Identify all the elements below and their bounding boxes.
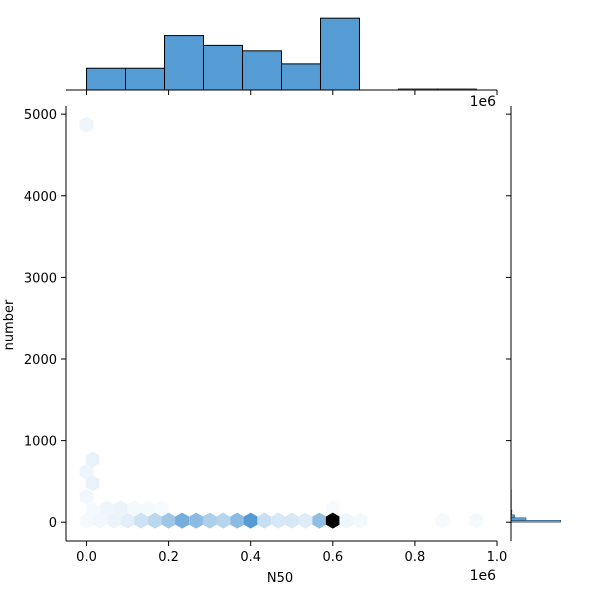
hexbin-27: [284, 512, 299, 529]
y-tick-label-2: 2000: [24, 353, 57, 368]
x-tick-label-1: 0.2: [158, 550, 179, 565]
top-hist-bar-3: [203, 44, 244, 91]
top-hist-bar-1: [125, 67, 166, 91]
hexbin-17: [148, 512, 162, 529]
right-hist-bar-1: [510, 517, 527, 521]
y-tick-label-1: 1000: [24, 435, 57, 450]
hexbin-layer: [79, 116, 484, 529]
top-hist-bar-5: [281, 63, 321, 91]
hexbin-3: [85, 475, 100, 492]
y-axis-label: number: [2, 299, 17, 350]
hexbin-0: [79, 116, 94, 133]
x-axis-ticks: 0.0 0.2 0.4 0.6 0.8 1.0: [76, 541, 507, 565]
x-axis-label: N50: [267, 571, 293, 586]
hexbin-13: [93, 512, 107, 529]
x-tick-label-3: 0.6: [322, 550, 343, 565]
hexbin-6: [100, 500, 114, 517]
hexbin-7: [113, 500, 128, 517]
y-tick-label-5: 5000: [24, 108, 57, 123]
top-hist-bar-4: [242, 50, 282, 91]
right-marginal-histogram: [510, 456, 562, 523]
hexbin-24: [243, 512, 258, 529]
hexbin-11: [325, 500, 340, 517]
x-offset-label: 1e6: [470, 568, 497, 584]
hexbin-30: [325, 512, 340, 529]
top-hist-bar-0: [86, 67, 127, 91]
hexbin-8: [127, 500, 142, 517]
hexbin-14: [107, 512, 121, 529]
hexbin-12: [79, 512, 94, 529]
x-tick-label-4: 0.8: [405, 550, 426, 565]
hexbin-1: [85, 451, 100, 468]
y-tick-label-0: 0: [49, 516, 57, 531]
hexbin-4: [79, 488, 94, 505]
x-tick-label-2: 0.4: [240, 550, 261, 565]
top-offset-label: 1e6: [470, 94, 497, 110]
y-tick-label-3: 3000: [24, 271, 57, 286]
hexbin-33: [435, 512, 450, 529]
y-axis-ticks: 0 1000 2000 3000 4000 5000: [24, 108, 66, 531]
hexbin-32: [353, 512, 368, 529]
hexbin-9: [141, 500, 155, 517]
hexbin-5: [85, 502, 100, 518]
hexbin-20: [189, 512, 203, 529]
hexbin-16: [134, 512, 148, 529]
top-hist-bar-2: [164, 35, 205, 91]
main-axes: [65, 106, 497, 542]
right-hist-bar-2: [510, 514, 515, 518]
top-hist-bar-6: [319, 17, 360, 91]
hexbin-21: [202, 512, 217, 529]
hexbin-19: [175, 512, 190, 529]
hexbin-18: [161, 512, 176, 529]
y-tick-label-4: 4000: [24, 190, 57, 205]
right-marginal-axis: [506, 106, 512, 541]
hexbin-31: [339, 512, 354, 529]
hexbin-2: [79, 463, 94, 480]
hexbin-10: [154, 500, 169, 517]
x-tick-label-5: 1.0: [487, 550, 508, 565]
hexbin-22: [216, 512, 231, 529]
hexbin-28: [298, 512, 313, 529]
top-marginal-axis: [66, 89, 498, 95]
top-marginal-histogram: [86, 17, 477, 91]
right-hist-bar-0: [510, 520, 562, 523]
hexbin-25: [257, 512, 272, 529]
hexbin-23: [230, 512, 245, 529]
hexbin-29: [312, 512, 327, 529]
hexbin-15: [120, 512, 135, 529]
hexbin-26: [271, 512, 286, 529]
x-tick-label-0: 0.0: [76, 550, 97, 565]
hexbin-34: [469, 512, 484, 529]
